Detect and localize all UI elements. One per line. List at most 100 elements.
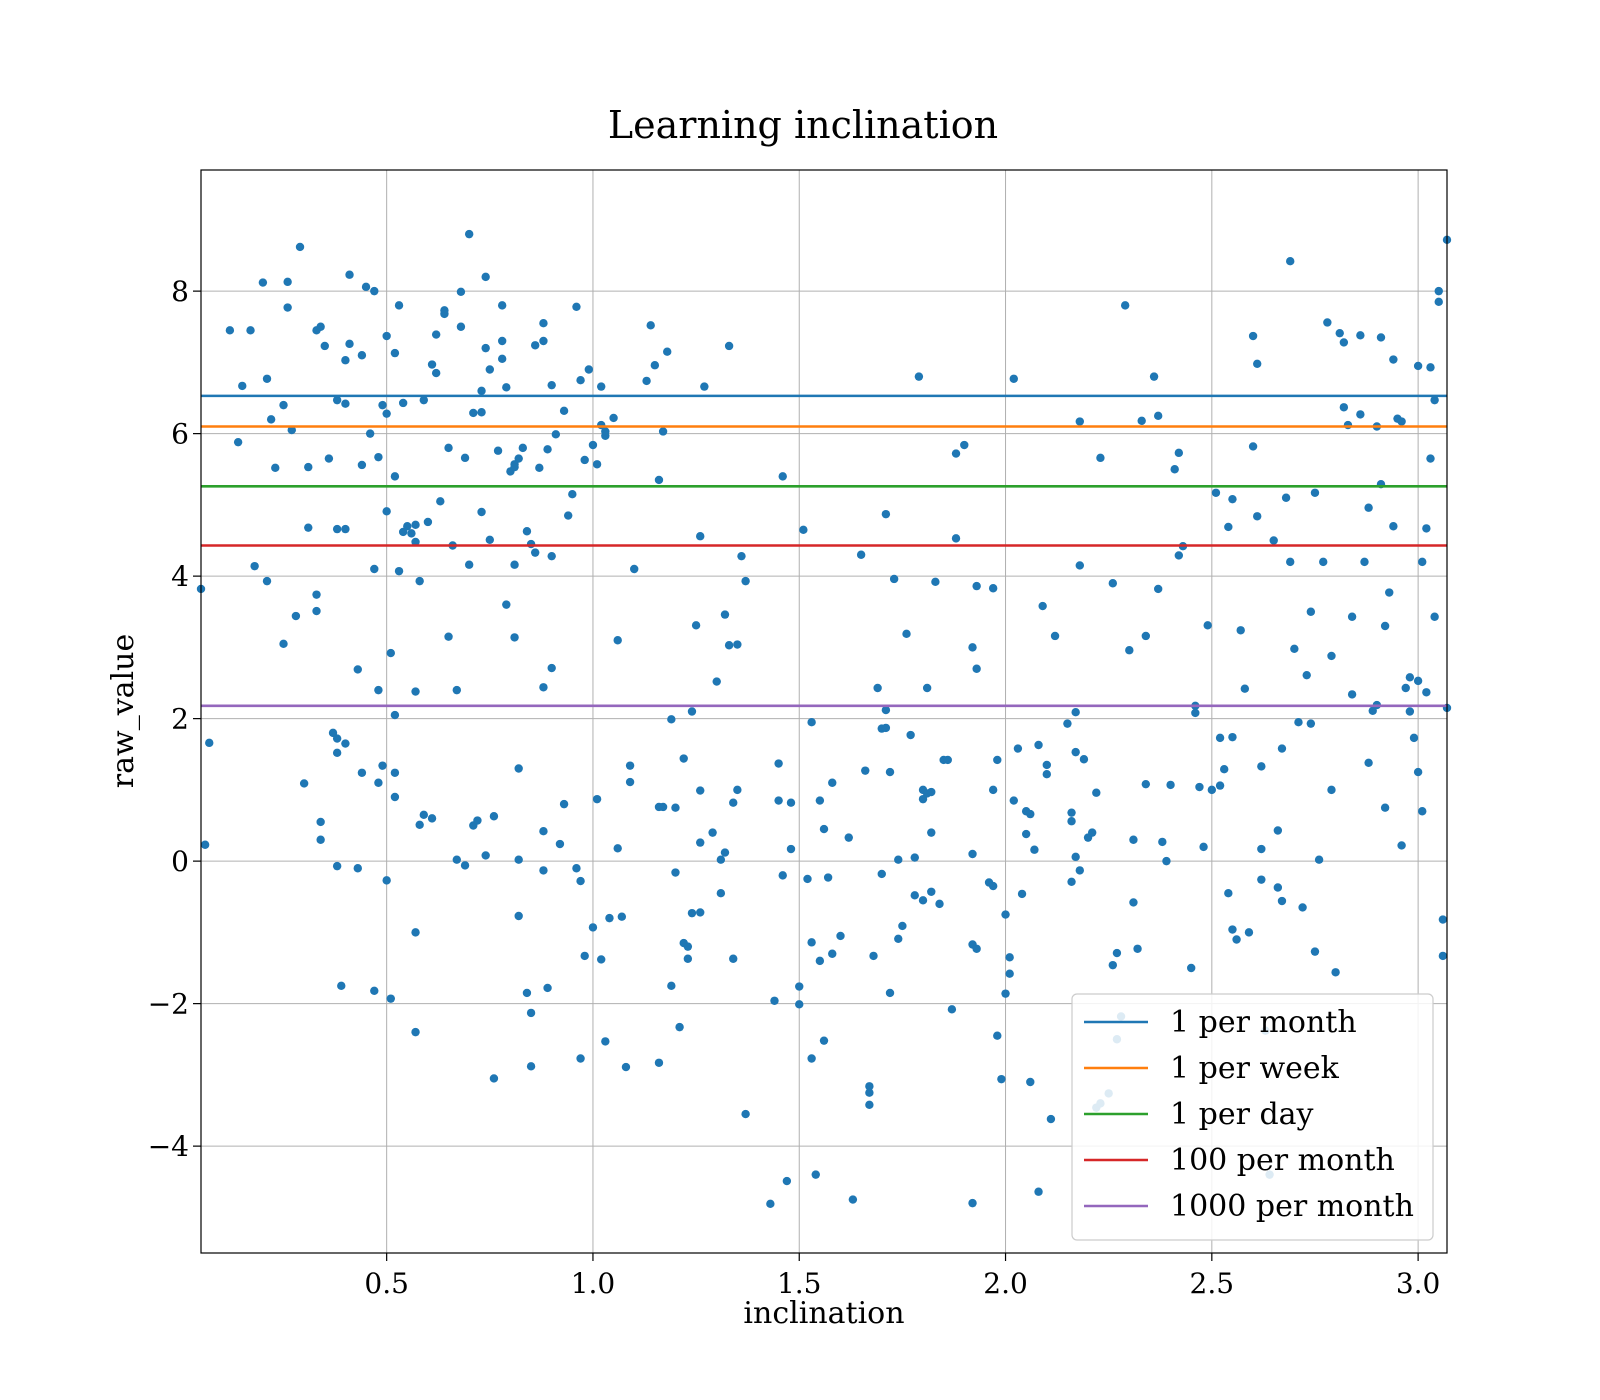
- scatter-point: [885, 988, 895, 998]
- scatter-point: [1397, 417, 1406, 426]
- scatter-point: [696, 532, 705, 541]
- scatter-point: [489, 812, 499, 821]
- scatter-point: [927, 828, 936, 837]
- scatter-point: [1079, 755, 1089, 764]
- scatter-point: [1199, 842, 1208, 852]
- scatter-point: [960, 440, 969, 450]
- scatter-point: [667, 981, 676, 991]
- scatter-point: [828, 778, 837, 787]
- scatter-point: [914, 372, 924, 381]
- scatter-point: [547, 663, 556, 673]
- scatter-point: [650, 361, 660, 370]
- scatter-point: [1253, 359, 1262, 368]
- scatter-point: [679, 754, 688, 763]
- scatter-point: [407, 529, 416, 538]
- scatter-point: [304, 462, 313, 472]
- scatter-point: [898, 921, 907, 931]
- reference-lines: [201, 394, 1447, 708]
- scatter-point: [427, 814, 437, 823]
- scatter-point: [724, 641, 734, 650]
- scatter-point: [947, 1005, 957, 1014]
- scatter-point: [526, 1062, 536, 1071]
- scatter-point: [729, 798, 738, 807]
- scatter-point: [1162, 856, 1171, 866]
- scatter-point: [807, 1054, 816, 1063]
- scatter-point: [1413, 676, 1423, 686]
- scatter-point: [807, 938, 816, 947]
- scatter-point: [250, 561, 259, 571]
- scatter-point: [1215, 781, 1225, 790]
- scatter-point: [1277, 896, 1287, 906]
- scatter-point: [881, 705, 891, 715]
- scatter-point: [1240, 684, 1250, 693]
- scatter-point: [646, 321, 655, 330]
- scatter-point: [597, 382, 606, 391]
- scatter-point: [1426, 363, 1435, 372]
- scatter-point: [1067, 817, 1076, 826]
- scatter-point: [873, 683, 882, 693]
- scatter-point: [683, 942, 693, 951]
- scatter-point: [563, 511, 573, 520]
- scatter-point: [1360, 557, 1369, 567]
- scatter-point: [881, 723, 891, 733]
- scatter-point: [588, 923, 598, 932]
- scatter-point: [332, 524, 342, 534]
- scatter-point: [460, 861, 470, 870]
- scatter-point: [741, 1109, 750, 1119]
- scatter-point: [720, 610, 730, 619]
- plot-frame: [200, 169, 1448, 1254]
- scatter-point: [469, 408, 478, 418]
- scatter-point: [382, 409, 391, 418]
- scatter-point: [1232, 935, 1241, 944]
- scatter-point: [671, 868, 680, 877]
- scatter-point: [361, 282, 371, 292]
- scatter-point: [374, 685, 383, 695]
- scatter-point: [1141, 631, 1151, 641]
- scatter-point: [712, 677, 721, 686]
- scatter-point: [1347, 612, 1357, 621]
- scatter-point: [1339, 403, 1349, 412]
- legend-label: 1 per day: [1170, 1097, 1314, 1132]
- scatter-point: [1030, 845, 1039, 854]
- scatter-point: [444, 443, 453, 453]
- scatter-point: [1430, 395, 1439, 405]
- scatter-point: [522, 527, 532, 536]
- scatter-point: [530, 341, 540, 350]
- legend: 1 per month 1 per week 1 per day 100 per mo…: [1071, 993, 1434, 1241]
- scatter-point: [1228, 925, 1237, 934]
- scatter-point: [1413, 361, 1423, 371]
- scatter-point: [576, 876, 585, 886]
- scatter-point: [613, 844, 622, 853]
- scatter-point: [543, 983, 552, 993]
- scatter-point: [481, 851, 490, 860]
- scatter-point: [671, 803, 680, 812]
- scatter-point: [716, 855, 726, 864]
- scatter-point: [894, 855, 903, 864]
- scatter-point: [724, 341, 734, 351]
- scatter-point: [493, 446, 503, 455]
- scatter-point: [200, 840, 210, 849]
- x-tick-label: 1.5: [777, 1267, 822, 1300]
- scatter-point: [341, 739, 350, 748]
- scatter-point: [1430, 612, 1439, 621]
- scatter-point: [576, 1054, 585, 1063]
- scatter-point: [799, 525, 808, 535]
- scatter-point: [972, 581, 981, 591]
- scatter-point: [287, 425, 296, 435]
- scatter-point: [601, 427, 610, 436]
- scatter-point: [1281, 493, 1291, 502]
- scatter-point: [332, 395, 342, 405]
- scatter-point: [819, 1036, 829, 1045]
- y-tick-label: 6: [171, 418, 189, 451]
- scatter-point: [1347, 690, 1357, 699]
- x-tick-label: 3.0: [1396, 1267, 1441, 1300]
- scatter-point: [1339, 338, 1349, 347]
- scatter-point: [572, 302, 581, 311]
- scatter-point: [390, 348, 400, 358]
- scatter-point: [390, 710, 400, 720]
- scatter-point: [1426, 454, 1435, 463]
- scatter-point: [1129, 898, 1138, 907]
- scatter-point: [1153, 411, 1163, 421]
- scatter-point: [485, 535, 495, 544]
- scatter-point: [431, 368, 441, 378]
